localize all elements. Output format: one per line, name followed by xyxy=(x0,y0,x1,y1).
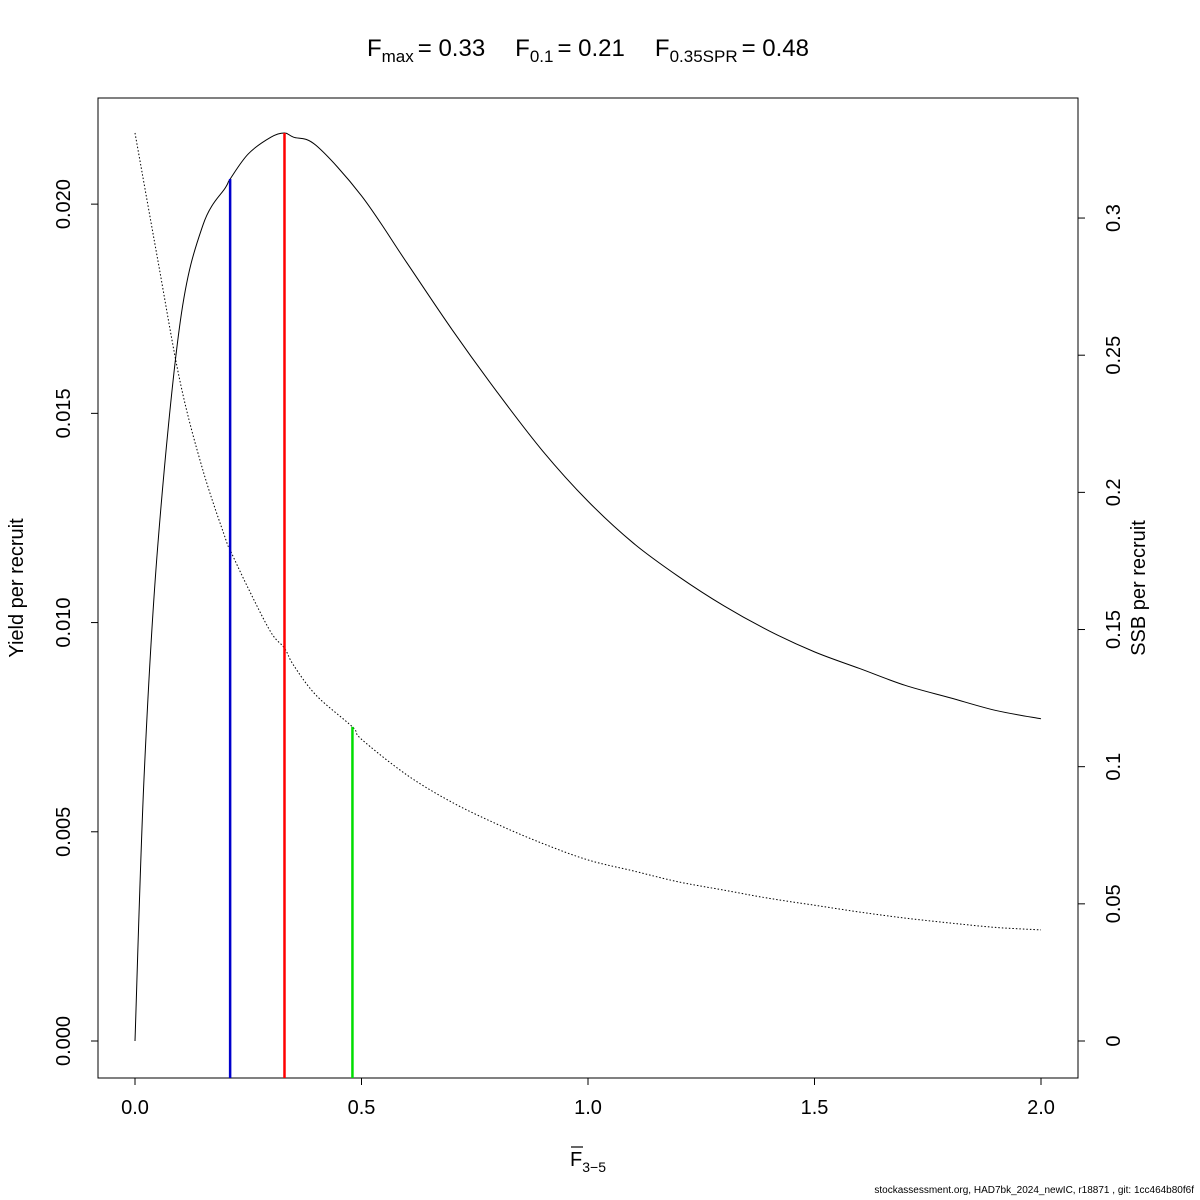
x-tick-label: 0.0 xyxy=(121,1097,149,1119)
y-left-tick-label: 0.015 xyxy=(53,388,75,438)
title-symbol: F xyxy=(655,35,670,62)
y-right-tick-label: 0.05 xyxy=(1103,884,1125,923)
ssb-per-recruit-curve xyxy=(134,132,1042,931)
title-subscript: 0.1 xyxy=(530,47,554,66)
footer-caption: stockassessment.org, HAD7bk_2024_newIC, … xyxy=(874,1185,1194,1196)
y-right-tick-label: 0.25 xyxy=(1103,336,1125,375)
y-right-tick-label: 0.1 xyxy=(1103,753,1125,781)
title-subscript: 0.35SPR xyxy=(670,47,738,66)
yield-per-recruit-curve xyxy=(134,132,1042,1042)
y-axis-right-label: SSB per recruit xyxy=(1128,520,1150,656)
series-group xyxy=(134,132,1042,1042)
x-axis-label: F3−5 xyxy=(570,1149,606,1175)
title-symbol: F xyxy=(367,35,382,62)
x-label-subscript: 3−5 xyxy=(582,1159,606,1175)
x-axis: 0.0 0.5 1.0 1.5 2.0 xyxy=(121,1077,1055,1119)
x-tick-label: 1.5 xyxy=(801,1097,829,1119)
x-tick-label: 2.0 xyxy=(1027,1097,1055,1119)
title-symbol: F xyxy=(515,35,530,62)
title-value: = 0.21 xyxy=(557,35,624,62)
y-left-tick-label: 0.005 xyxy=(53,807,75,857)
y-right-tick-label: 0.3 xyxy=(1103,204,1125,232)
y-right-tick-label: 0.2 xyxy=(1103,478,1125,506)
title-value: = 0.33 xyxy=(418,35,485,62)
y-left-tick-label: 0.020 xyxy=(53,179,75,229)
x-label-symbol: F xyxy=(570,1149,582,1171)
x-tick-label: 1.0 xyxy=(574,1097,602,1119)
y-right-tick-label: 0.15 xyxy=(1103,610,1125,649)
title-subscript: max xyxy=(382,47,415,66)
y-axis-right: 0 0.05 0.1 0.15 0.2 0.25 0.3 xyxy=(1077,204,1125,1047)
plot-frame xyxy=(97,97,1079,1079)
chart-title: Fmax = 0.33 F0.1 = 0.21 F0.35SPR = 0.48 xyxy=(367,35,809,66)
y-left-tick-label: 0.000 xyxy=(53,1016,75,1066)
y-axis-left: 0.000 0.005 0.010 0.015 0.020 xyxy=(53,179,99,1066)
y-right-tick-label: 0 xyxy=(1103,1035,1125,1046)
title-value: = 0.48 xyxy=(742,35,809,62)
y-left-tick-label: 0.010 xyxy=(53,598,75,648)
x-tick-label: 0.5 xyxy=(348,1097,376,1119)
reference-lines xyxy=(228,133,354,1078)
y-axis-left-label: Yield per recruit xyxy=(6,518,28,658)
